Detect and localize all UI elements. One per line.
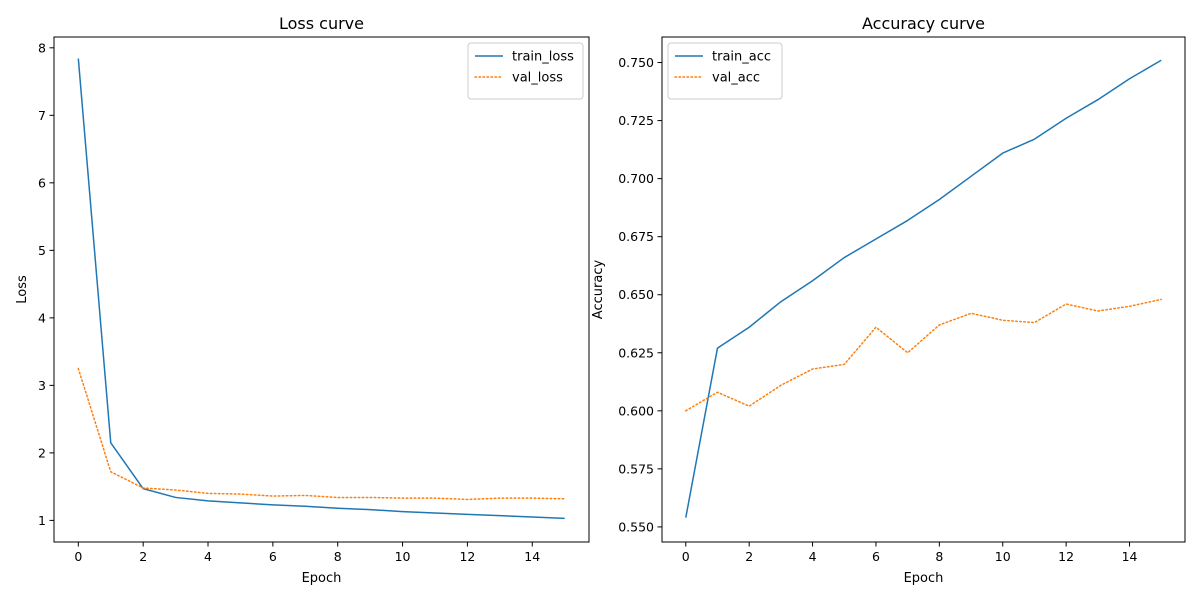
accuracy-x-tick-label: 14 <box>1122 549 1138 564</box>
loss-y-tick-label: 8 <box>38 40 46 55</box>
loss-series-line-val_loss <box>77 367 566 501</box>
loss-y-tick-label: 7 <box>38 108 46 123</box>
loss-x-tick-label: 0 <box>74 549 82 564</box>
loss-x-tick-label: 12 <box>459 549 475 564</box>
accuracy-legend-box <box>667 42 783 100</box>
accuracy-y-axis-label: Accuracy <box>591 260 606 320</box>
accuracy-y-tick-label: 0.600 <box>618 403 654 418</box>
loss-x-tick-label: 6 <box>269 549 277 564</box>
accuracy-chart: 0 2 4 6 8 10 12 14 0.550 0.575 0.600 0.625 0.650 0.67… <box>591 14 1186 586</box>
loss-series-line-train_loss <box>77 58 565 520</box>
loss-x-axis-label: Epoch <box>302 571 342 586</box>
loss-legend-label-val_loss: val_loss <box>512 71 563 86</box>
accuracy-legend: train_acc val_acc <box>667 42 783 100</box>
loss-chart-title: Loss curve <box>279 14 364 33</box>
accuracy-x-tick-label: 12 <box>1058 549 1074 564</box>
loss-y-tick-label: 4 <box>38 310 46 325</box>
accuracy-x-tick-label: 10 <box>995 549 1011 564</box>
accuracy-y-tick-label: 0.700 <box>618 171 654 186</box>
loss-y-axis-label: Loss <box>15 275 30 304</box>
accuracy-y-tick-label: 0.725 <box>618 113 654 128</box>
loss-x-tick-label: 2 <box>139 549 147 564</box>
loss-y-tick-label: 3 <box>38 378 46 393</box>
loss-legend: train_loss val_loss <box>467 42 584 100</box>
loss-x-tick-label: 4 <box>204 549 212 564</box>
accuracy-x-tick-label: 2 <box>745 549 753 564</box>
loss-x-tick-label: 14 <box>524 549 540 564</box>
accuracy-series-line-train_acc <box>685 59 1162 518</box>
accuracy-x-tick-label: 4 <box>809 549 817 564</box>
loss-legend-box <box>467 42 584 100</box>
accuracy-y-tick-label: 0.750 <box>618 55 654 70</box>
accuracy-plot-area <box>661 36 1186 543</box>
accuracy-y-tick-label: 0.625 <box>618 345 654 360</box>
loss-x-tick-label: 8 <box>334 549 342 564</box>
accuracy-legend-label-val_acc: val_acc <box>712 71 760 86</box>
loss-legend-label-train_loss: train_loss <box>512 50 574 65</box>
loss-x-tick-label: 10 <box>395 549 411 564</box>
loss-y-tick-label: 1 <box>38 513 46 528</box>
accuracy-y-tick-label: 0.550 <box>618 519 654 534</box>
accuracy-y-tick-label: 0.650 <box>618 287 654 302</box>
loss-y-tick-label: 5 <box>38 243 46 258</box>
accuracy-chart-title: Accuracy curve <box>862 14 985 33</box>
accuracy-x-tick-label: 6 <box>872 549 880 564</box>
accuracy-y-tick-label: 0.675 <box>618 229 654 244</box>
accuracy-x-tick-label: 0 <box>682 549 690 564</box>
accuracy-x-tick-label: 8 <box>935 549 943 564</box>
accuracy-y-tick-label: 0.575 <box>618 461 654 476</box>
loss-y-tick-label: 2 <box>38 445 46 460</box>
accuracy-legend-label-train_acc: train_acc <box>712 50 771 65</box>
accuracy-series-line-val_acc <box>685 298 1162 412</box>
accuracy-x-axis-label: Epoch <box>904 571 944 586</box>
loss-y-tick-label: 6 <box>38 175 46 190</box>
loss-plot-area <box>53 36 590 543</box>
